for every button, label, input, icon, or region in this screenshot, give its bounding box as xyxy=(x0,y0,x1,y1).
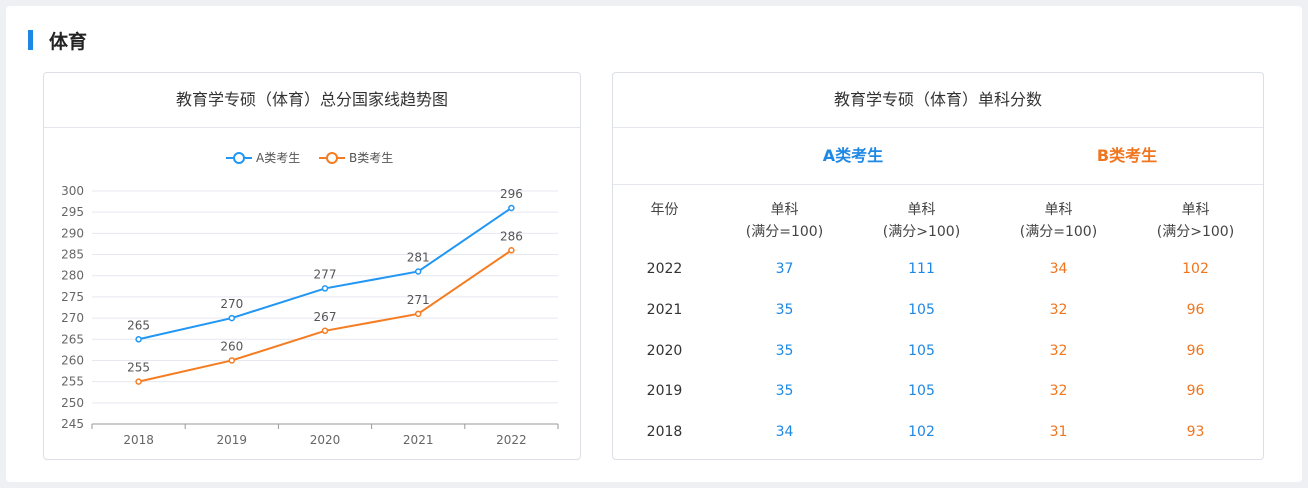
section-header: 体育 xyxy=(28,28,88,53)
data-point xyxy=(321,327,329,335)
group-b-label: B类考生 xyxy=(1096,146,1158,165)
header-full-100: (满分=100) xyxy=(1019,224,1098,240)
header-year: 年份 xyxy=(650,202,679,218)
header-single-label: 单科 xyxy=(907,202,936,218)
table-card-title: 教育学专硕（体育）单科分数 xyxy=(613,73,1263,128)
cell-year: 2018 xyxy=(646,424,683,440)
cell-b-100: 34 xyxy=(1049,261,1068,277)
y-tick-label: 245 xyxy=(61,417,84,431)
y-tick-label: 275 xyxy=(61,290,84,304)
trend-chart-card: 教育学专硕（体育）总分国家线趋势图 245 250 255 260 265 270 275 2… xyxy=(43,72,581,460)
legend-label: B类考生 xyxy=(349,151,393,165)
group-header-row: A类考生 B类考生 xyxy=(613,128,1263,185)
cell-year: 2022 xyxy=(646,261,683,277)
y-tick-label: 290 xyxy=(61,226,84,240)
data-label: 271 xyxy=(407,293,430,307)
header-b-100: 单科 (满分=100) xyxy=(990,199,1127,243)
table-row: 2019 35 105 32 96 xyxy=(613,381,1263,422)
section-accent-bar xyxy=(28,30,33,50)
cell-b-100: 32 xyxy=(1049,383,1068,400)
cell-b-gt100: 102 xyxy=(1182,261,1209,277)
cell-a-gt100: 102 xyxy=(908,424,935,440)
chart-card-title: 教育学专硕（体育）总分国家线趋势图 xyxy=(44,73,580,128)
cell-a-100: 34 xyxy=(775,424,794,440)
table-row: 2018 34 102 31 93 xyxy=(613,422,1263,463)
cell-a-100: 35 xyxy=(775,383,794,400)
data-point xyxy=(414,310,422,318)
data-label: 260 xyxy=(220,339,243,353)
header-a-gt100: 单科 (满分>100) xyxy=(853,199,990,243)
y-tick-label: 270 xyxy=(61,311,84,325)
cell-b-100: 31 xyxy=(1049,424,1068,440)
single-score-card: 教育学专硕（体育）单科分数 A类考生 B类考生 年份 单科 (满分=100) 单… xyxy=(612,72,1264,460)
line-chart: 245 250 255 260 265 270 275 280 285 290 295 300 2018… xyxy=(61,151,559,447)
cell-year: 2021 xyxy=(646,301,683,318)
y-tick-label: 280 xyxy=(61,269,84,283)
section-title: 体育 xyxy=(49,30,88,53)
cell-a-100: 35 xyxy=(775,342,794,359)
cell-year: 2020 xyxy=(646,342,683,359)
y-tick-label: 265 xyxy=(61,332,84,346)
table-row: 2022 37 111 34 102 xyxy=(613,259,1263,300)
table-row: 2021 35 105 32 96 xyxy=(613,300,1263,341)
y-tick-label: 260 xyxy=(61,353,84,367)
data-label: 286 xyxy=(500,229,523,243)
data-point xyxy=(508,247,515,254)
x-tick-label: 2019 xyxy=(217,433,248,447)
legend-marker xyxy=(233,152,245,164)
legend-marker xyxy=(326,152,338,164)
header-full-100: (满分=100) xyxy=(745,224,824,240)
table-body: 2022 37 111 34 102 2021 35 105 32 96 202… xyxy=(613,259,1263,463)
data-point xyxy=(508,204,515,212)
subject-panel: 体育 教育学专硕（体育）总分国家线趋势图 245 250 255 260 265 270 2… xyxy=(6,6,1302,482)
cell-b-gt100: 96 xyxy=(1186,383,1205,400)
cell-year: 2019 xyxy=(646,383,683,400)
y-tick-label: 300 xyxy=(61,184,84,198)
y-tick-label: 255 xyxy=(61,375,84,389)
table-row: 2020 35 105 32 96 xyxy=(613,341,1263,382)
data-label: 277 xyxy=(314,267,337,281)
cell-b-gt100: 93 xyxy=(1186,424,1205,440)
header-single-label: 单科 xyxy=(770,202,799,218)
data-point xyxy=(228,314,236,322)
data-label: 296 xyxy=(500,187,523,201)
y-tick-label: 295 xyxy=(61,205,84,219)
data-point xyxy=(414,268,422,275)
cell-a-gt100: 105 xyxy=(908,301,935,318)
cell-a-100: 35 xyxy=(775,301,794,318)
cell-b-100: 32 xyxy=(1049,301,1068,318)
y-tick-label: 285 xyxy=(61,248,84,262)
header-b-gt100: 单科 (满分>100) xyxy=(1127,199,1264,243)
table-header: 年份 单科 (满分=100) 单科 (满分>100) 单科 (满分=100) 单… xyxy=(613,185,1263,251)
cell-a-100: 37 xyxy=(775,261,794,277)
cell-a-gt100: 111 xyxy=(908,261,935,277)
x-tick-label: 2018 xyxy=(123,433,154,447)
cell-a-gt100: 105 xyxy=(908,342,935,359)
data-label: 267 xyxy=(314,310,337,324)
header-single-label: 单科 xyxy=(1181,202,1210,218)
group-a-label: A类考生 xyxy=(822,146,884,165)
x-tick-label: 2020 xyxy=(310,433,341,447)
cell-b-100: 32 xyxy=(1049,342,1068,359)
header-full-gt100: (满分>100) xyxy=(882,224,961,240)
header-a-100: 单科 (满分=100) xyxy=(716,199,853,243)
cell-b-gt100: 96 xyxy=(1186,342,1205,359)
x-tick-label: 2022 xyxy=(496,433,527,447)
header-single-label: 单科 xyxy=(1044,202,1073,218)
legend-label: A类考生 xyxy=(256,151,300,165)
data-point xyxy=(228,357,236,364)
x-tick-label: 2021 xyxy=(403,433,434,447)
cell-b-gt100: 96 xyxy=(1186,301,1205,318)
data-point xyxy=(321,285,329,292)
cell-a-gt100: 105 xyxy=(908,383,935,400)
data-label: 281 xyxy=(407,250,430,264)
y-tick-label: 250 xyxy=(61,396,84,410)
data-label: 270 xyxy=(220,297,243,311)
data-label: 255 xyxy=(127,361,150,375)
header-full-gt100: (满分>100) xyxy=(1156,224,1235,240)
data-point xyxy=(135,336,142,343)
data-label: 265 xyxy=(127,318,150,332)
data-point xyxy=(135,378,142,385)
